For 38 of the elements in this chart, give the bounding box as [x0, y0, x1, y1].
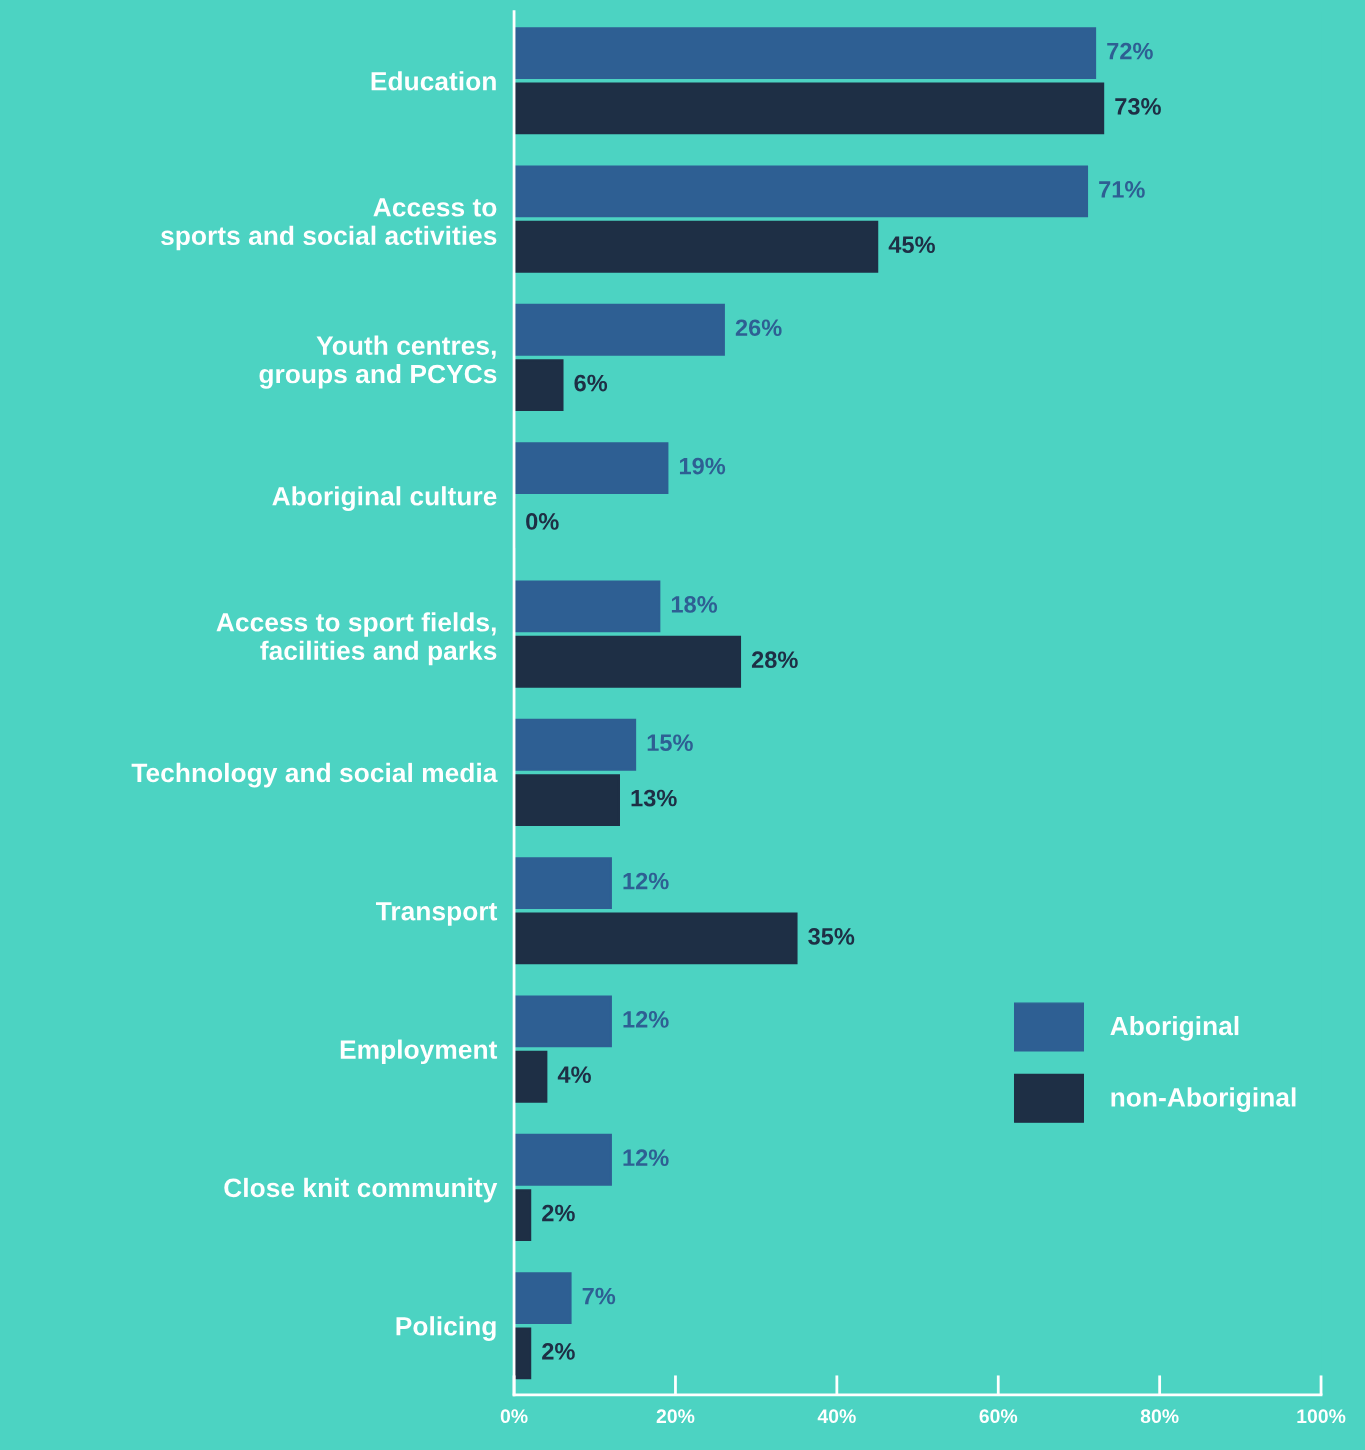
- y-tick-label: Access to sport fields, facilities and parks: [216, 612, 497, 666]
- y-tick-label: Access to sports and social activities: [161, 198, 497, 251]
- data-label: 35%: [808, 928, 855, 945]
- y-tick-label: Close knit community: [224, 1177, 498, 1203]
- data-label: 45%: [888, 236, 935, 254]
- x-tick-label: 60%: [979, 1409, 1018, 1424]
- data-label: 2%: [542, 1204, 575, 1222]
- y-tick-label: Employment: [340, 1039, 498, 1065]
- data-label: 26%: [735, 319, 782, 337]
- data-label: 73%: [1115, 98, 1161, 115]
- data-label: 0%: [526, 513, 559, 530]
- y-tick-label: Transport: [375, 902, 498, 926]
- x-tick-label: 100%: [1297, 1409, 1346, 1424]
- y-tick-label: Policing: [396, 1316, 496, 1341]
- data-label: 19%: [679, 457, 726, 475]
- x-tick-label: 40%: [817, 1409, 856, 1424]
- data-label: 15%: [647, 734, 693, 752]
- legend-label: Aboriginal: [1110, 1015, 1239, 1041]
- data-label: 6%: [574, 374, 608, 392]
- y-tick-label: Aboriginal culture: [272, 486, 497, 511]
- data-label: 71%: [1099, 181, 1145, 198]
- data-label: 28%: [751, 651, 798, 669]
- data-label: 12%: [623, 1149, 669, 1167]
- legend-label: non-Aboriginal: [1111, 1087, 1296, 1113]
- y-tick-label: Technology and social media: [131, 762, 498, 788]
- data-label: 18%: [671, 596, 718, 613]
- data-label: 12%: [623, 1011, 669, 1028]
- data-label: 2%: [542, 1343, 575, 1360]
- data-label: 72%: [1107, 42, 1153, 60]
- y-tick-label: Education: [371, 71, 496, 91]
- data-label: 7%: [582, 1287, 616, 1305]
- data-label: 13%: [631, 789, 677, 807]
- x-tick-label: 20%: [656, 1409, 695, 1424]
- data-label: 12%: [623, 872, 669, 890]
- data-label: 4%: [557, 1066, 591, 1084]
- x-tick-label: 80%: [1140, 1409, 1179, 1424]
- y-tick-label: Youth centres, groups and PCYCs: [259, 335, 497, 389]
- x-tick-label: 0%: [500, 1409, 528, 1424]
